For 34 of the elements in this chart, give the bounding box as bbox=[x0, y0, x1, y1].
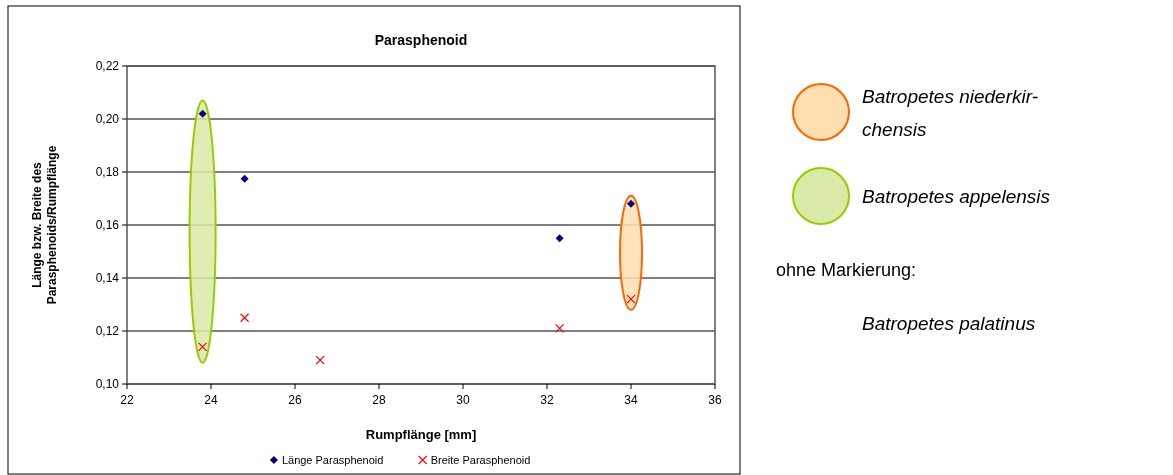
point bbox=[315, 355, 325, 365]
text: Batropetes niederkir- bbox=[862, 86, 1039, 107]
text: Batropetes appelensis bbox=[862, 186, 1051, 207]
x-tick-label: 28 bbox=[372, 393, 386, 407]
y-tick-label: 0,16 bbox=[95, 218, 120, 232]
x-axis-title: Rumpflänge [mm] bbox=[365, 427, 477, 442]
x-tick-label: 26 bbox=[288, 393, 302, 407]
point bbox=[198, 342, 208, 352]
legend-label: Breite Parasphenoid bbox=[430, 454, 531, 466]
y-tick-label: 0,18 bbox=[95, 165, 120, 179]
point bbox=[198, 109, 207, 118]
y-tick-label: 0,22 bbox=[95, 59, 120, 73]
point bbox=[240, 174, 249, 183]
x-tick-label: 32 bbox=[540, 393, 554, 407]
y-tick-label: 0,10 bbox=[95, 377, 120, 391]
x-tick-label: 36 bbox=[708, 393, 722, 407]
legend-label: Länge Parasphenoid bbox=[281, 454, 384, 466]
x-tick-label: 24 bbox=[204, 393, 218, 407]
y-tick-label: 0,14 bbox=[95, 271, 120, 285]
text: ohne Markierung: bbox=[776, 260, 917, 280]
x-tick-label: 30 bbox=[456, 393, 470, 407]
x-tick-label: 22 bbox=[120, 393, 134, 407]
x-tick-label: 34 bbox=[624, 393, 638, 407]
y-tick-label: 0,12 bbox=[95, 324, 120, 338]
point bbox=[240, 313, 250, 323]
point bbox=[555, 234, 564, 243]
point bbox=[626, 294, 636, 304]
text: chensis bbox=[862, 119, 927, 140]
y-tick-label: 0,20 bbox=[95, 112, 120, 126]
y-axis-title: Länge bzw. Breite des Parasphenoids/Rumpflänge bbox=[30, 145, 59, 305]
point bbox=[555, 323, 565, 333]
point bbox=[627, 199, 635, 208]
chart-title: Parasphenoid bbox=[374, 32, 468, 48]
text: Batropetes palatinus bbox=[862, 313, 1036, 334]
